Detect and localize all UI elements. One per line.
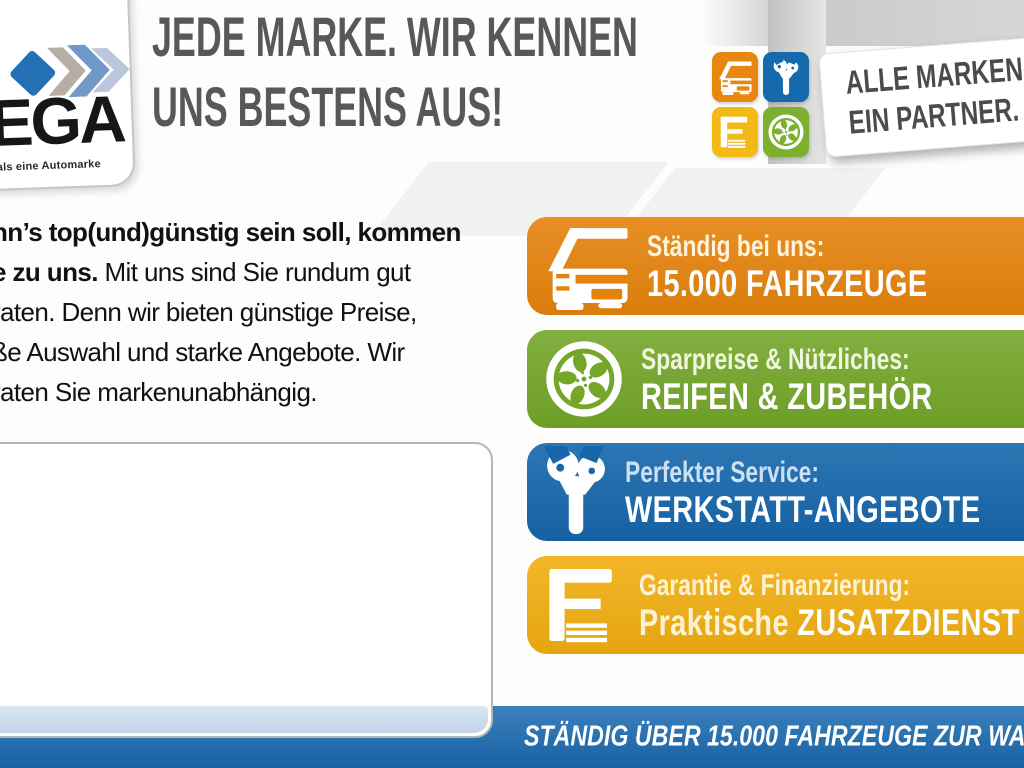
banner-title: 15.000 FAHRZEUGE [647,263,928,304]
banner-text: Ständig bei uns: 15.000 FAHRZEUGE [647,228,1007,304]
banner-tyres: Sparpreise & Nützliches: REIFEN & ZUBEHÖ… [527,330,1024,428]
headline-line-2: UNS BESTENS AUS! [152,75,504,138]
tile-contract [712,107,758,157]
footer-text: STÄNDIG ÜBER 15.000 FAHRZEUGE ZUR WA [524,720,1024,753]
banner-vehicles: Ständig bei uns: 15.000 FAHRZEUGE [527,217,1024,315]
contract-icon [718,115,752,149]
wheel-icon [767,113,805,151]
car-icon [717,59,753,95]
banner-intro: Perfekter Service: [625,456,819,489]
panel-footer-strip [0,706,488,733]
banner-title: WERKSTATT-ANGEBOTE [625,489,981,530]
intro-line-5: raten Sie markenunabhängig. [0,377,318,407]
banner-title: Praktische ZUSATZDIENST [639,602,1020,643]
banner-intro: Ständig bei uns: [647,230,825,263]
banner-title-prefix: Praktische [639,602,798,643]
tile-wrench [763,52,809,102]
logo-card: EGA r als eine Automarke [0,0,136,192]
photo-panel [0,442,493,738]
intro-line-3: raten. Denn wir bieten günstige Preise, [0,297,417,327]
brand-wordmark: EGA [0,81,125,160]
intro-line-2-rest: Mit uns sind Sie rundum gut [97,257,411,287]
banner-text: Perfekter Service: WERKSTATT-ANGEBOTE [625,454,1024,530]
intro-line-1: nn’s top(und)günstig sein soll, kommen [0,217,461,247]
car-icon [543,222,631,310]
brand-chevrons-icon [46,44,130,98]
icon-tile-grid [712,52,809,157]
tile-car [712,52,758,102]
banner-intro: Garantie & Finanzierung: [639,569,911,602]
contract-icon [543,565,623,645]
banner-extras: Garantie & Finanzierung: Praktische ZUSA… [527,556,1024,654]
wrench-icon [543,446,609,538]
intro-line-2-bold: e zu uns. [0,257,98,287]
intro-line-2: e zu uns. Mit uns sind Sie rundum gut [0,252,461,292]
intro-line-4: ße Auswahl und starke Angebote. Wir [0,337,405,367]
wrench-icon [772,57,800,97]
gray-top-strip [700,0,1024,46]
alle-marken-badge: ALLE MARKEN. EIN PARTNER. [818,34,1024,158]
wheel-icon [543,338,625,420]
page-headline: JEDE MARKE. WIR KENNEN UNS BESTENS AUS! [152,2,911,142]
intro-paragraph: nn’s top(und)günstig sein soll, kommen e… [0,212,461,412]
banner-text: Garantie & Finanzierung: Praktische ZUSA… [639,567,1024,643]
headline-line-1: JEDE MARKE. WIR KENNEN [152,5,638,68]
banner-service: Perfekter Service: WERKSTATT-ANGEBOTE [527,443,1024,541]
banner-text: Sparpreise & Nützliches: REIFEN & ZUBEHÖ… [641,341,1015,417]
banner-intro: Sparpreise & Nützliches: [641,343,910,376]
brand-tagline: r als eine Automarke [0,158,102,175]
tile-wheel [763,107,809,157]
banner-title: REIFEN & ZUBEHÖR [641,376,933,417]
